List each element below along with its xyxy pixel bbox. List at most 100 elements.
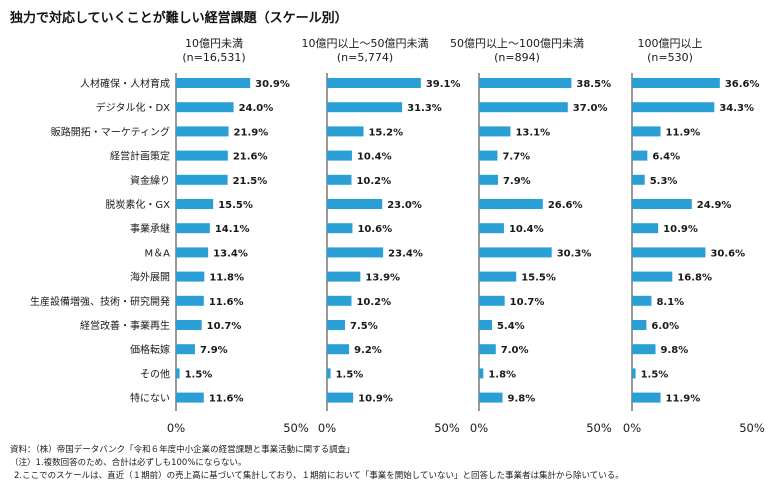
bar: [479, 392, 503, 403]
bar: [632, 271, 673, 282]
data-label: 21.5%: [233, 176, 268, 187]
data-label: 11.6%: [209, 297, 244, 308]
category-label: 海外展開: [130, 271, 170, 284]
category-label: 人材確保・人材育成: [80, 77, 170, 90]
bar: [176, 320, 202, 330]
bar: [176, 174, 228, 185]
category-label: デジタル化・DX: [96, 101, 171, 114]
bar: [176, 368, 180, 379]
bar: [327, 150, 352, 161]
bar: [479, 368, 484, 379]
data-label: 1.5%: [336, 369, 364, 380]
data-label: 11.8%: [209, 273, 244, 284]
bar: [327, 295, 352, 306]
data-label: 30.6%: [710, 248, 745, 259]
data-label: 14.1%: [215, 224, 250, 235]
bar: [632, 150, 648, 161]
data-label: 10.4%: [509, 224, 544, 235]
data-label: 36.6%: [725, 79, 760, 90]
category-label: 資金繰り: [130, 174, 170, 187]
panel-header: 50億円以上～100億円未満: [450, 37, 584, 50]
bar: [632, 78, 720, 88]
bar: [176, 247, 209, 258]
bar: [327, 78, 421, 88]
x-tick-label: 0%: [167, 421, 185, 435]
data-label: 23.0%: [387, 200, 422, 211]
data-label: 16.8%: [677, 273, 712, 284]
bar: [632, 368, 636, 379]
bar: [479, 320, 492, 330]
data-label: 1.5%: [641, 369, 669, 380]
bar: [327, 271, 361, 282]
data-label: 11.6%: [209, 394, 244, 405]
bar: [176, 78, 251, 88]
data-label: 5.3%: [650, 176, 678, 187]
data-label: 24.0%: [239, 103, 274, 114]
data-label: 10.2%: [356, 297, 391, 308]
bar: [176, 150, 228, 161]
bar: [176, 392, 204, 403]
data-label: 7.9%: [503, 176, 531, 187]
data-label: 38.5%: [576, 79, 611, 90]
bar: [479, 344, 496, 355]
data-label: 30.3%: [557, 248, 592, 259]
data-label: 9.8%: [508, 394, 536, 405]
bar: [327, 174, 352, 185]
panel-sample-size: (n=5,774): [337, 51, 393, 64]
bar: [632, 295, 652, 306]
x-tick-label: 0%: [318, 421, 336, 435]
bar: [632, 102, 715, 113]
panel-sample-size: (n=894): [494, 51, 540, 64]
data-label: 10.2%: [356, 176, 391, 187]
data-label: 13.9%: [365, 273, 400, 284]
bar: [327, 223, 353, 234]
category-label: 経営計画策定: [110, 150, 170, 163]
bar: [479, 174, 498, 185]
category-label: 価格転嫁: [130, 343, 170, 356]
data-label: 34.3%: [719, 103, 754, 114]
category-label: その他: [140, 367, 170, 380]
footnote-note-2: 2.ここでのスケールは、直近（１期前）の売上高に基づいて集計しており、１期前にお…: [14, 471, 624, 481]
data-label: 10.7%: [510, 297, 545, 308]
data-label: 30.9%: [255, 79, 290, 90]
bar: [632, 247, 706, 258]
bar: [479, 223, 504, 234]
footnote-note-1: （注）1.複数回答のため、合計は必ずしも100%にならない。: [10, 458, 247, 468]
chart-title: 独力で対応していくことが難しい経営課題（スケール別）: [10, 11, 348, 26]
bar: [479, 247, 552, 258]
data-label: 13.1%: [515, 127, 550, 138]
category-label: 脱炭素化・GX: [105, 198, 170, 211]
bar: [327, 392, 354, 403]
data-label: 7.5%: [350, 321, 378, 332]
bar: [632, 320, 647, 330]
data-label: 11.9%: [666, 127, 701, 138]
x-tick-label: 50%: [434, 421, 460, 435]
x-tick-label: 0%: [623, 421, 641, 435]
data-label: 31.3%: [407, 103, 442, 114]
bar: [327, 199, 383, 209]
data-label: 1.5%: [185, 369, 213, 380]
bar: [176, 126, 229, 137]
panel-header: 10億円以上～50億円未満: [302, 37, 429, 50]
bar: [327, 368, 331, 379]
data-label: 5.4%: [497, 321, 525, 332]
x-tick-label: 50%: [739, 421, 765, 435]
data-label: 7.0%: [501, 345, 529, 356]
category-label: 経営改善・事業再生: [80, 319, 170, 332]
data-label: 6.4%: [652, 152, 680, 163]
bar: [327, 126, 364, 137]
data-label: 9.8%: [661, 345, 689, 356]
bar: [632, 174, 645, 185]
data-label: 10.9%: [358, 394, 393, 405]
data-label: 15.2%: [368, 127, 403, 138]
bar: [479, 295, 505, 306]
data-label: 10.9%: [663, 224, 698, 235]
bar: [176, 344, 195, 355]
bar: [479, 150, 498, 161]
panel-header: 10億円未満: [185, 37, 243, 50]
data-label: 13.4%: [213, 248, 248, 259]
data-label: 15.5%: [521, 273, 556, 284]
data-label: 10.7%: [207, 321, 242, 332]
data-label: 10.6%: [357, 224, 392, 235]
